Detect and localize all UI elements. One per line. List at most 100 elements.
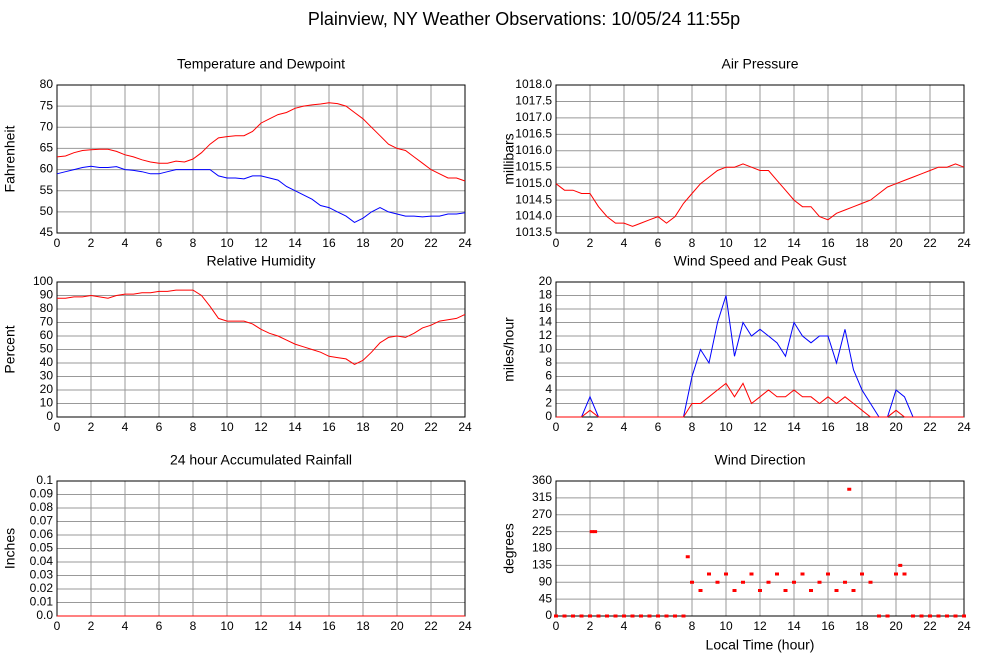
chart-title: Air Pressure	[721, 56, 798, 72]
x-tick-label: 4	[122, 420, 129, 434]
data-point	[724, 572, 728, 576]
data-point	[732, 589, 737, 592]
y-tick-label: 360	[532, 473, 552, 487]
x-tick-label: 2	[88, 236, 95, 250]
y-tick-label: 45	[539, 591, 553, 605]
data-point	[783, 589, 788, 592]
data-point	[639, 614, 643, 618]
data-point	[877, 614, 881, 618]
data-point	[911, 614, 915, 618]
y-tick-label: 1015.0	[515, 176, 552, 190]
y-tick-label: 0	[46, 409, 53, 423]
x-tick-label: 10	[220, 619, 234, 633]
x-tick-label: 4	[122, 236, 129, 250]
y-tick-label: 0.0	[36, 608, 53, 622]
y-tick-label: 270	[532, 507, 552, 521]
data-point	[894, 572, 898, 576]
x-tick-label: 14	[787, 619, 801, 633]
y-tick-label: 8	[545, 355, 552, 369]
plot-frame	[56, 281, 466, 418]
data-point	[690, 580, 694, 584]
data-point	[596, 614, 601, 618]
x-tick-label: 18	[855, 619, 869, 633]
x-tick-label: 14	[288, 619, 302, 633]
y-tick-label: 10	[40, 396, 54, 410]
y-tick-label: 45	[40, 225, 54, 239]
y-tick-label: 12	[539, 328, 553, 342]
y-tick-label: 180	[532, 541, 552, 555]
y-tick-label: 0.06	[30, 527, 54, 541]
x-tick-label: 0	[54, 420, 61, 434]
y-tick-label: 0.05	[30, 541, 54, 555]
x-tick-label: 10	[719, 420, 733, 434]
x-tick-label: 0	[54, 619, 61, 633]
x-tick-label: 6	[655, 619, 662, 633]
data-point	[809, 589, 813, 592]
x-tick-label: 16	[322, 619, 336, 633]
chart-title: Relative Humidity	[207, 253, 316, 269]
x-tick-label: 10	[220, 420, 234, 434]
data-point	[928, 614, 932, 618]
data-point	[554, 614, 558, 618]
y-tick-label: 60	[40, 328, 54, 342]
data-point	[741, 580, 745, 584]
y-tick-label: 225	[532, 524, 552, 538]
x-tick-label: 8	[689, 420, 696, 434]
x-tick-label: 2	[587, 619, 594, 633]
plot-frame	[555, 480, 965, 617]
x-tick-label: 12	[254, 420, 268, 434]
chart-title: Temperature and Dewpoint	[177, 56, 345, 72]
x-tick-label: 12	[254, 619, 268, 633]
x-tick-label: 20	[889, 420, 903, 434]
y-tick-label: 14	[539, 315, 553, 329]
plot-frame	[555, 84, 965, 234]
y-tick-label: 0.04	[30, 554, 54, 568]
x-tick-label: 14	[787, 236, 801, 250]
y-tick-label: 1018.0	[515, 77, 552, 91]
data-point	[885, 614, 890, 618]
x-tick-label: 16	[821, 236, 835, 250]
x-tick-label: 18	[855, 420, 869, 434]
x-tick-label: 18	[356, 619, 370, 633]
data-point	[664, 614, 669, 618]
y-tick-label: 4	[545, 382, 552, 396]
y-axis-label: Inches	[2, 528, 18, 569]
data-point	[792, 580, 796, 584]
x-tick-label: 10	[719, 619, 733, 633]
x-tick-label: 16	[322, 420, 336, 434]
y-tick-label: 90	[539, 574, 553, 588]
x-tick-label: 4	[621, 236, 628, 250]
chart-title: Wind Direction	[714, 452, 805, 468]
data-point	[579, 614, 584, 618]
data-point	[826, 572, 830, 576]
x-tick-label: 10	[220, 236, 234, 250]
y-tick-label: 1014.5	[515, 192, 552, 206]
y-tick-label: 0.09	[30, 487, 54, 501]
y-tick-label: 50	[40, 342, 54, 356]
x-tick-label: 0	[54, 236, 61, 250]
data-point	[593, 530, 598, 534]
x-tick-label: 22	[923, 619, 937, 633]
x-tick-label: 12	[753, 236, 767, 250]
x-tick-label: 24	[957, 236, 971, 250]
x-tick-label: 2	[88, 619, 95, 633]
data-line	[556, 382, 964, 418]
y-tick-label: 1016.0	[515, 143, 552, 157]
y-tick-label: 10	[539, 342, 553, 356]
x-tick-label: 6	[156, 619, 163, 633]
x-tick-label: 22	[424, 619, 438, 633]
x-tick-label: 22	[424, 236, 438, 250]
x-tick-label: 16	[322, 236, 336, 250]
data-point	[656, 614, 660, 618]
y-tick-label: 16	[539, 301, 553, 315]
data-point	[589, 530, 594, 534]
x-tick-label: 0	[553, 420, 560, 434]
x-tick-label: 4	[122, 619, 129, 633]
data-point	[758, 589, 762, 592]
x-tick-label: 8	[190, 420, 197, 434]
y-tick-label: 60	[40, 162, 54, 176]
y-tick-label: 70	[40, 119, 54, 133]
x-tick-label: 6	[655, 236, 662, 250]
data-point	[673, 614, 677, 618]
data-point	[571, 614, 575, 618]
